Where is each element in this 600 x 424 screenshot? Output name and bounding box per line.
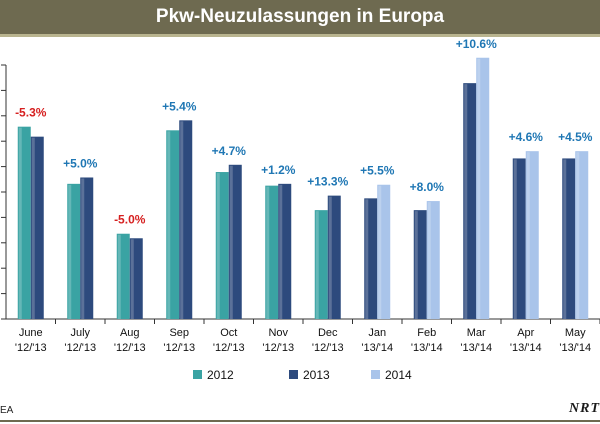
bar-highlight	[117, 234, 121, 319]
bar-2012	[265, 185, 279, 319]
x-tick-label-period: '13/'14	[460, 342, 492, 354]
x-tick-label-period: '13/'14	[411, 342, 443, 354]
bar-highlight	[68, 184, 72, 319]
change-label: +4.5%	[558, 130, 593, 144]
x-tick-label-period: '12/'13	[64, 342, 96, 354]
legend-label-2013: 2013	[303, 368, 330, 382]
bar-highlight	[180, 121, 184, 319]
bar-highlight	[167, 131, 171, 319]
bar-highlight	[576, 152, 580, 319]
change-label: +5.4%	[162, 99, 197, 113]
source-label: EA	[0, 405, 14, 416]
bar-highlight	[563, 159, 567, 319]
bar-highlight	[513, 159, 517, 319]
x-tick-label-month: Aug	[120, 327, 140, 339]
bar-2013	[512, 158, 526, 319]
bar-highlight	[526, 152, 530, 319]
bar-2012	[314, 210, 328, 319]
bar-2014	[426, 201, 440, 319]
bar-highlight	[130, 239, 134, 319]
x-tick-label-month: Jan	[368, 327, 386, 339]
bar-highlight	[414, 211, 418, 319]
change-label: +4.6%	[509, 130, 544, 144]
bar-2013	[30, 136, 44, 319]
change-label: +5.0%	[63, 156, 98, 170]
x-tick-label-period: '13/'14	[361, 342, 393, 354]
bar-2013	[179, 120, 193, 319]
bar-2013	[364, 198, 378, 319]
change-label: +10.6%	[456, 37, 497, 51]
bar-highlight	[464, 84, 468, 319]
bar-highlight	[477, 58, 481, 319]
change-label: +13.3%	[307, 175, 348, 189]
bar-2014	[525, 151, 539, 319]
x-tick-label-month: Feb	[417, 327, 436, 339]
bar-chart: -5.3% June '12/'13 +5.0% July '12/'13 -5.0% Aug…	[1, 37, 600, 382]
x-tick-label-month: Oct	[220, 327, 237, 339]
change-label: +8.0%	[410, 180, 445, 194]
brand-logo: NRT	[569, 401, 600, 416]
bar-highlight	[216, 173, 220, 319]
bar-2013	[413, 210, 427, 319]
change-label: +1.2%	[261, 163, 296, 177]
bar-2013	[327, 195, 341, 319]
change-label: -5.3%	[15, 106, 47, 120]
x-tick-label-period: '12/'13	[262, 342, 294, 354]
change-label: -5.0%	[114, 213, 146, 227]
bar-2013	[129, 238, 143, 319]
legend-swatch-2013	[289, 370, 298, 379]
bar-highlight	[315, 211, 319, 319]
change-label: +5.5%	[360, 164, 395, 178]
bar-highlight	[279, 184, 283, 319]
title-underline	[0, 34, 600, 37]
x-tick-label-month: Apr	[517, 327, 534, 339]
legend-label-2012: 2012	[207, 368, 234, 382]
bar-highlight	[81, 178, 85, 319]
bar-highlight	[229, 165, 233, 319]
bar-2014	[476, 57, 490, 319]
title-banner	[0, 0, 600, 34]
bar-2014	[377, 184, 391, 319]
bar-2012	[166, 130, 180, 319]
bar-2013	[278, 183, 292, 319]
bar-2014	[575, 151, 589, 319]
x-tick-label-period: '12/'13	[312, 342, 344, 354]
x-tick-label-month: Sep	[169, 327, 189, 339]
x-tick-label-period: '12/'13	[15, 342, 47, 354]
bar-highlight	[266, 186, 270, 319]
x-tick-label-period: '13/'14	[559, 342, 591, 354]
x-tick-label-period: '13/'14	[510, 342, 542, 354]
footer-divider	[0, 420, 600, 422]
bar-highlight	[18, 127, 22, 319]
x-tick-label-month: May	[565, 327, 586, 339]
page-title: Pkw-Neuzulassungen in Europa	[155, 6, 445, 27]
bar-highlight	[31, 137, 35, 319]
bar-2013	[228, 164, 242, 319]
x-tick-label-period: '12/'13	[213, 342, 245, 354]
x-tick-label-period: '12/'13	[114, 342, 146, 354]
bar-highlight	[378, 185, 382, 319]
change-label: +4.7%	[212, 144, 247, 158]
x-tick-label-month: June	[19, 327, 43, 339]
bar-2012	[67, 183, 81, 319]
x-tick-label-month: Mar	[467, 327, 486, 339]
legend-swatch-2014	[371, 370, 380, 379]
legend-swatch-2012	[193, 370, 202, 379]
bar-2012	[215, 172, 229, 319]
bar-2013	[80, 177, 94, 319]
x-tick-label-month: July	[70, 327, 90, 339]
bar-2012	[116, 233, 130, 319]
bar-highlight	[365, 199, 369, 319]
bar-2013	[562, 158, 576, 319]
bar-2012	[17, 126, 31, 319]
x-tick-label-month: Dec	[318, 327, 338, 339]
x-tick-label-period: '12/'13	[163, 342, 195, 354]
bar-highlight	[427, 202, 431, 319]
x-tick-label-month: Nov	[268, 327, 288, 339]
bar-2013	[463, 83, 477, 319]
legend-label-2014: 2014	[385, 368, 412, 382]
bar-highlight	[328, 196, 332, 319]
